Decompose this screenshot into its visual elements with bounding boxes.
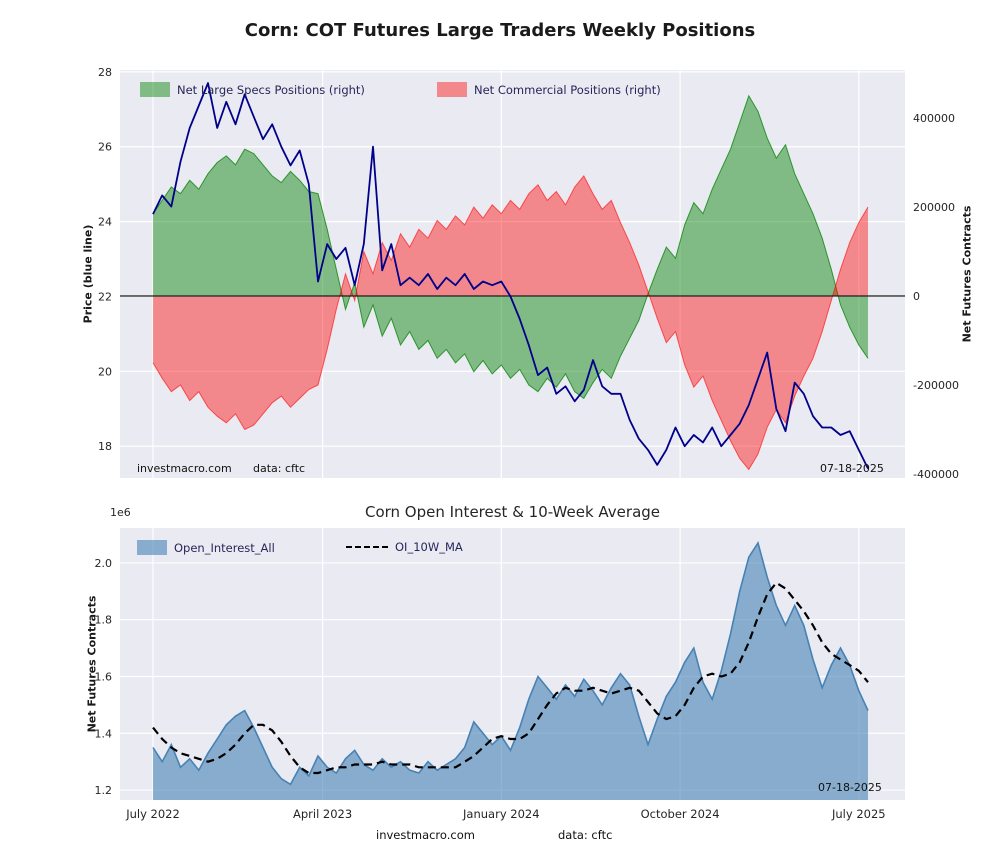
top-right-y-tick-label: 0 xyxy=(913,290,920,303)
top-source-note: investmacro.com xyxy=(137,462,232,475)
top-right-y-tick-label: -200000 xyxy=(913,379,959,392)
top-right-y-tick-label: 400000 xyxy=(913,112,955,125)
price-line xyxy=(152,82,869,469)
bottom-y-tick-label: 1.4 xyxy=(95,727,113,740)
open-interest-area xyxy=(153,543,868,800)
top-left-y-tick-label: 26 xyxy=(98,141,112,154)
net-large-specs-area xyxy=(153,95,868,399)
red-legend-patch xyxy=(437,82,467,97)
x-tick-label: July 2025 xyxy=(831,807,886,821)
y-axis-multiplier-label: 1e6 xyxy=(110,506,131,519)
green-legend-patch xyxy=(140,82,170,97)
x-tick-label: April 2023 xyxy=(293,807,352,821)
top-data-note: data: cftc xyxy=(253,462,306,475)
bottom-y-tick-label: 1.6 xyxy=(95,670,113,683)
footer-data-note: data: cftc xyxy=(558,828,613,842)
legend-label-open-interest: Open_Interest_All xyxy=(174,540,275,555)
top-right-y-axis-label: Net Futures Contracts xyxy=(960,205,974,343)
oi-10w-ma-line xyxy=(152,581,869,775)
legend-item-oi-ma: OI_10W_MA xyxy=(346,540,463,554)
top-left-y-tick-label: 28 xyxy=(98,66,112,79)
bottom-y-axis-label: Net Futures Contracts xyxy=(85,595,99,733)
top-date-note: 07-18-2025 xyxy=(820,462,884,475)
legend-label-net-large-specs: Net Large Specs Positions (right) xyxy=(177,82,365,97)
net-large-specs-edge xyxy=(152,94,869,400)
top-left-y-tick-label: 20 xyxy=(98,365,112,378)
top-left-y-axis-label: Price (blue line) xyxy=(81,224,95,324)
legend-label-oi-ma: OI_10W_MA xyxy=(395,540,463,554)
top-left-y-tick-label: 18 xyxy=(98,440,112,453)
net-commercial-edge xyxy=(152,174,869,471)
net-commercial-area xyxy=(153,175,868,470)
top-right-y-tick-label: -400000 xyxy=(913,468,959,481)
top-left-y-tick-label: 22 xyxy=(98,290,112,303)
legend-item-net-commercial: Net Commercial Positions (right) xyxy=(437,82,661,97)
x-tick-label: October 2024 xyxy=(641,807,720,821)
dashed-line-legend-sample xyxy=(346,546,388,548)
top-left-y-tick-label: 24 xyxy=(98,216,112,229)
blue-legend-patch xyxy=(137,540,167,555)
x-tick-label: January 2024 xyxy=(462,807,540,821)
bottom-y-tick-label: 2.0 xyxy=(95,557,113,570)
open-interest-edge xyxy=(152,541,869,786)
legend-item-open-interest: Open_Interest_All xyxy=(137,540,275,555)
legend-label-net-commercial: Net Commercial Positions (right) xyxy=(474,82,661,97)
footer-source-note: investmacro.com xyxy=(376,828,475,842)
legend-item-net-large-specs: Net Large Specs Positions (right) xyxy=(140,82,365,97)
top-plot-background xyxy=(120,70,905,478)
bottom-date-note: 07-18-2025 xyxy=(818,781,882,794)
x-tick-label: July 2022 xyxy=(125,807,180,821)
bottom-y-tick-label: 1.2 xyxy=(95,784,113,797)
top-right-y-tick-label: 200000 xyxy=(913,201,955,214)
bottom-y-tick-label: 1.8 xyxy=(95,614,113,627)
bottom-chart-title: Corn Open Interest & 10-Week Average xyxy=(364,503,661,521)
page-title: Corn: COT Futures Large Traders Weekly P… xyxy=(244,20,756,41)
